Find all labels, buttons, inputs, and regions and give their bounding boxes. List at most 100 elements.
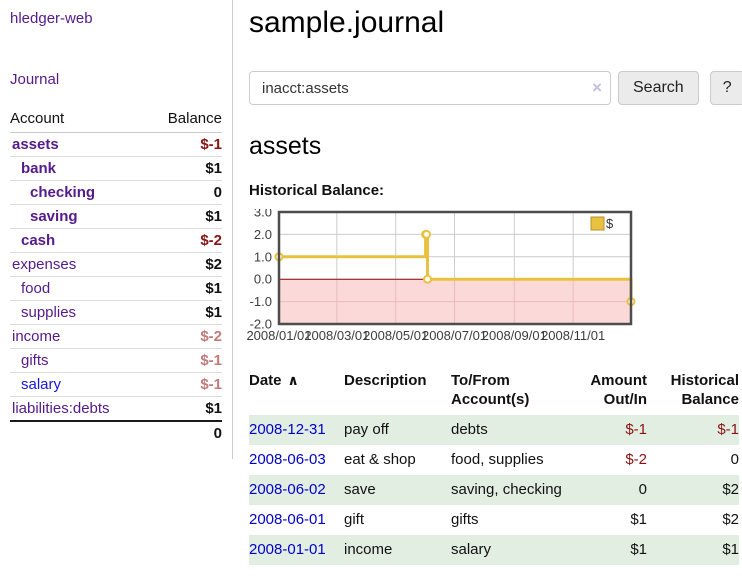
chart-container: $3.0 2.0 1.0 0.0 -1.0 -2.0 2008/01/01 2008/03/0… [245,209,726,345]
txn-accounts: gifts [451,511,479,528]
svg-text:2.0: 2.0 [254,227,272,242]
txn-description: gift [344,511,365,528]
account-link[interactable]: checking [30,184,96,201]
transaction-row: 2008-06-02 save saving, checking 0 $2 [249,475,739,505]
txn-description: pay off [344,421,389,438]
txn-date-link[interactable]: 2008-06-02 [249,481,326,498]
account-balance: $1 [147,276,222,301]
txn-balance: 0 [730,451,739,468]
txn-date-link[interactable]: 2008-01-01 [249,541,326,558]
account-link[interactable]: income [12,328,61,345]
accounts-header-balance: Balance [147,106,222,133]
account-balance: $-2 [147,324,222,349]
account-row: saving $1 [10,204,222,229]
account-row: gifts $-1 [10,348,222,373]
header-amount: Amount Out/In [590,372,647,408]
account-link[interactable]: supplies [21,304,77,321]
transactions-table: Date ∧ Description To/From Account(s) Amo… [249,369,739,565]
sidebar: hledger-web Journal Account Balance asse… [0,0,233,459]
app: hledger-web Journal Account Balance asse… [0,0,742,565]
txn-accounts: salary [451,541,492,558]
svg-text:2008/05/01: 2008/05/01 [363,328,428,343]
transaction-row: 2008-01-01 income salary $1 $1 [249,535,739,565]
svg-text:2008/01/01: 2008/01/01 [246,328,311,343]
search-bar: × Search ? [249,71,742,105]
accounts-header-account: Account [10,106,148,133]
txn-description: save [344,481,376,498]
svg-text:0.0: 0.0 [254,272,272,287]
txn-accounts: saving, checking [451,481,562,498]
account-balance: $-1 [147,372,222,397]
account-link[interactable]: gifts [21,352,49,369]
header-balance: Historical Balance [670,372,739,408]
clear-search-icon[interactable]: × [592,78,602,97]
account-row: expenses $2 [10,252,222,277]
txn-balance: $-1 [717,421,739,438]
accounts-table: Account Balance assets $-1 bank $1 checking 0… [10,106,222,445]
page-title: sample.journal [249,6,445,39]
txn-amount: $1 [630,541,647,558]
txn-amount: 0 [638,481,647,498]
account-link[interactable]: liabilities:debts [12,400,110,417]
account-row: bank $1 [10,156,222,181]
txn-balance: $1 [722,541,739,558]
brand-link[interactable]: hledger-web [10,10,93,27]
svg-text:-2.0: -2.0 [250,317,272,332]
main-content: sample.journal × Search ? assets Histori… [233,0,742,565]
account-link[interactable]: salary [21,376,62,393]
txn-date-link[interactable]: 2008-06-03 [249,451,326,468]
accounts-total-spacer [10,420,148,445]
account-row: salary $-1 [10,372,222,397]
search-help-button[interactable]: ? [709,71,742,105]
sidebar-item-journal[interactable]: Journal [10,71,60,88]
account-balance: $-1 [147,132,222,157]
transaction-row: 2008-12-31 pay off debts $-1 $-1 [249,415,739,445]
txn-description: eat & shop [344,451,416,468]
transactions-header-row: Date ∧ Description To/From Account(s) Amo… [249,369,739,415]
account-row: income $-2 [10,324,222,349]
header-accounts: To/From Account(s) [451,372,530,408]
account-link[interactable]: saving [30,208,78,225]
accounts-table-body: assets $-1 bank $1 checking 0 saving $1 cash $-2 e… [10,132,222,422]
header-description: Description [344,372,427,389]
account-balance: 0 [147,180,222,205]
txn-amount: $-1 [625,421,647,438]
txn-date-link[interactable]: 2008-06-01 [249,511,326,528]
chart-heading: Historical Balance: [249,182,385,199]
svg-text:-1.0: -1.0 [250,294,272,309]
account-balance: $2 [147,252,222,277]
txn-date-link[interactable]: 2008-12-31 [249,421,326,438]
svg-text:3.0: 3.0 [254,209,272,220]
account-balance: $1 [147,300,222,325]
account-row: supplies $1 [10,300,222,325]
account-link[interactable]: bank [21,160,57,177]
header-date-label: Date [249,372,282,389]
svg-text:2008/03/01: 2008/03/01 [304,328,369,343]
svg-text:2008/09/01: 2008/09/01 [482,328,547,343]
account-link[interactable]: food [21,280,51,297]
account-balance: $-2 [147,228,222,253]
header-date[interactable]: Date ∧ [249,369,344,415]
account-heading: assets [249,132,322,160]
svg-text:2008/11/01: 2008/11/01 [541,328,605,343]
search-button[interactable]: Search [618,71,699,105]
account-row: food $1 [10,276,222,301]
txn-accounts: food, supplies [451,451,544,468]
svg-text:$: $ [606,216,614,231]
account-balance: $1 [147,204,222,229]
accounts-total-value: 0 [147,420,222,445]
account-link[interactable]: expenses [12,256,77,273]
txn-balance: $2 [722,511,739,528]
search-input[interactable] [249,71,611,105]
transaction-row: 2008-06-03 eat & shop food, supplies $-2 0 [249,445,739,475]
txn-amount: $1 [630,511,647,528]
txn-description: income [344,541,393,558]
account-link[interactable]: cash [21,232,56,249]
account-balance: $1 [147,156,222,181]
transactions-table-body: 2008-12-31 pay off debts $-1 $-1 2008-06-03 ea… [249,415,739,565]
accounts-total-row: 0 [10,420,222,445]
accounts-header-row: Account Balance [10,106,222,133]
account-row: liabilities:debts $1 [10,396,222,422]
account-link[interactable]: assets [12,136,59,153]
sort-ascending-icon: ∧ [287,372,299,388]
